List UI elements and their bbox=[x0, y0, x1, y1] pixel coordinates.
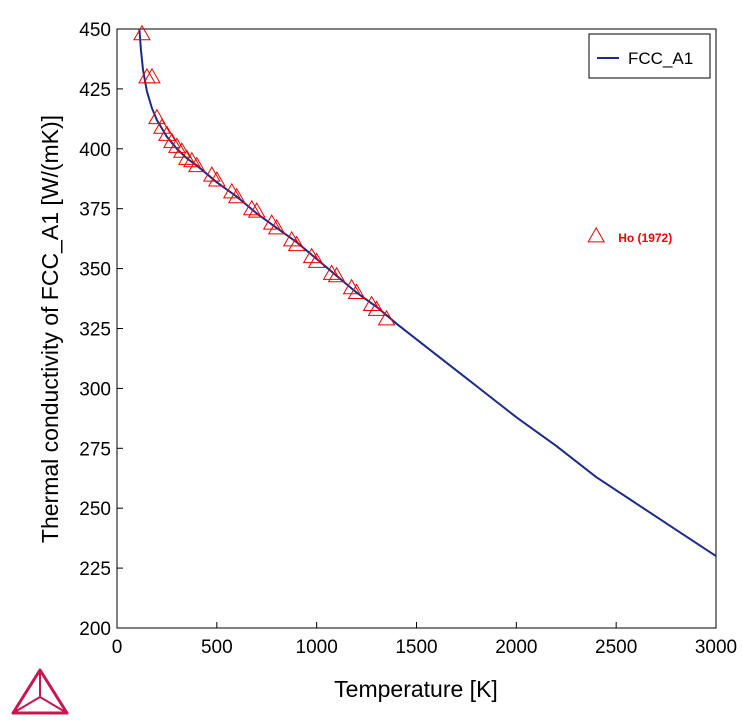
y-tick-label: 275 bbox=[79, 439, 111, 460]
legend-box bbox=[588, 33, 711, 79]
data-point-ho-1972 bbox=[287, 235, 306, 252]
data-point-ho-1972 bbox=[158, 125, 176, 141]
y-tick-label: 325 bbox=[79, 320, 111, 341]
data-point-ho-1972 bbox=[307, 252, 326, 268]
data-point-ho-1972 bbox=[148, 108, 166, 125]
x-tick-label: 1000 bbox=[296, 637, 338, 658]
y-tick-label: 425 bbox=[79, 80, 111, 101]
plot-area bbox=[116, 28, 717, 629]
x-tick-label: 2500 bbox=[595, 637, 637, 658]
data-point-ho-1972 bbox=[133, 24, 151, 41]
data-point-ho-1972 bbox=[188, 156, 206, 173]
y-axis-ticks: 200 225 250 275 300 325 350 375 400 425 450 bbox=[79, 20, 123, 640]
data-point-ho-1972 bbox=[153, 118, 171, 134]
thermo-calc-logo-icon bbox=[11, 668, 69, 715]
x-tick-label: 1500 bbox=[395, 637, 437, 658]
logo-inner-line bbox=[12, 696, 41, 714]
data-markers bbox=[133, 24, 396, 326]
logo-inner-line bbox=[39, 696, 68, 714]
x-tick-label: 3000 bbox=[695, 637, 737, 658]
data-point-ho-1972 bbox=[377, 309, 396, 326]
data-point-ho-1972 bbox=[178, 149, 196, 165]
y-axis-title: Thermal conductivity of FCC_A1 [W/(mK)] bbox=[37, 115, 63, 543]
data-point-ho-1972 bbox=[242, 199, 261, 216]
y-tick-label: 450 bbox=[79, 20, 111, 41]
data-point-ho-1972 bbox=[267, 218, 286, 235]
y-tick-label: 375 bbox=[79, 200, 111, 221]
x-tick-label: 2000 bbox=[495, 637, 537, 658]
data-point-ho-1972 bbox=[207, 170, 226, 187]
annotation-label: Ho (1972) bbox=[618, 231, 672, 245]
x-axis-title: Temperature [K] bbox=[334, 676, 498, 702]
annotation-ho-1972: Ho (1972) bbox=[587, 226, 672, 245]
y-tick-label: 350 bbox=[79, 260, 111, 281]
data-point-ho-1972 bbox=[322, 264, 341, 280]
data-point-ho-1972 bbox=[173, 142, 191, 158]
y-tick-label: 400 bbox=[79, 140, 111, 161]
data-point-ho-1972 bbox=[367, 300, 386, 316]
data-point-ho-1972 bbox=[227, 187, 246, 204]
logo-outer-triangle bbox=[11, 668, 69, 715]
x-tick-label: 0 bbox=[112, 637, 123, 658]
y-tick-label: 225 bbox=[79, 559, 111, 580]
y-tick-label: 250 bbox=[79, 499, 111, 520]
data-point-ho-1972 bbox=[347, 283, 366, 300]
y-tick-label: 200 bbox=[79, 619, 111, 640]
annotation-triangle-marker bbox=[587, 226, 606, 243]
data-point-ho-1972 bbox=[247, 202, 266, 218]
data-point-ho-1972 bbox=[143, 67, 161, 84]
x-axis-ticks: 0 500 1000 1500 2000 2500 3000 bbox=[112, 622, 737, 658]
legend: FCC_A1 bbox=[588, 33, 711, 79]
x-tick-label: 500 bbox=[201, 637, 233, 658]
y-tick-label: 300 bbox=[79, 379, 111, 400]
data-point-ho-1972 bbox=[327, 266, 346, 283]
legend-label-fcc-a1: FCC_A1 bbox=[628, 49, 693, 68]
